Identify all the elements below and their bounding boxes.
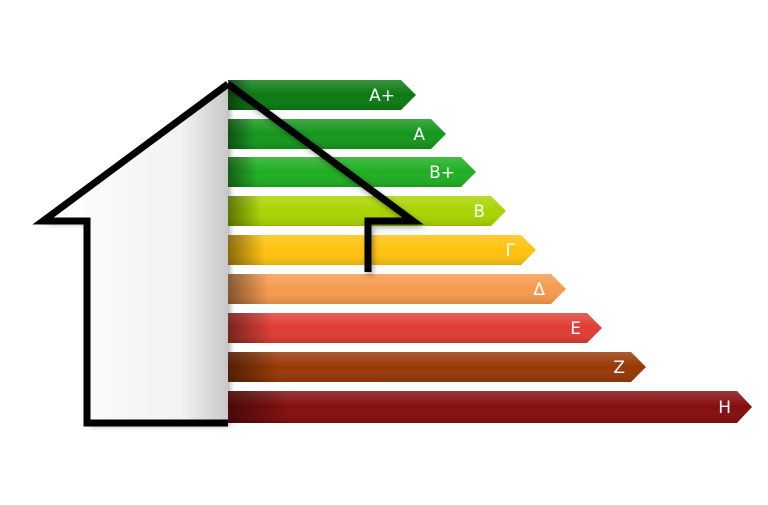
energy-class-bar-shadow [228,274,566,304]
energy-class-label: Η [718,398,731,418]
energy-class-bar-shadow [228,80,416,110]
energy-class-bar-shadow [228,352,646,382]
energy-class-bar-shadow [228,391,752,423]
energy-class-bar-shadow [228,196,506,226]
energy-class-bar-shadow [228,235,536,265]
energy-class-bars: A+ AB+ B ΓΔ Ε Ζ Η [228,80,752,423]
house-outline-icon [32,81,231,427]
energy-class-label: A+ [369,86,395,106]
energy-class-label: Ζ [613,358,625,378]
energy-class-label: Δ [533,280,545,300]
energy-class-label: Ε [570,319,581,339]
energy-class-label: A [413,125,425,145]
energy-class-label: Γ [506,241,516,261]
house-wall [43,84,228,423]
roof-line [225,81,424,272]
energy-class-label: B [473,202,485,222]
energy-class-bar-shadow [228,313,602,343]
energy-class-label: B+ [429,163,455,183]
